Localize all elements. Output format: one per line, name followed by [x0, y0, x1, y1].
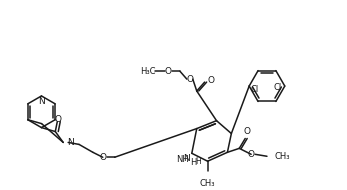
Text: H: H	[195, 157, 201, 166]
Text: O: O	[208, 76, 215, 85]
Text: CH₃: CH₃	[200, 179, 215, 188]
Text: O: O	[99, 153, 106, 162]
Text: O: O	[248, 150, 255, 159]
Text: N: N	[183, 154, 190, 163]
Text: N: N	[67, 138, 74, 147]
Text: O: O	[186, 75, 193, 84]
Text: CH₃: CH₃	[275, 152, 290, 161]
Text: H: H	[191, 158, 197, 167]
Text: Cl: Cl	[274, 83, 282, 92]
Text: O: O	[244, 127, 251, 136]
Text: NH: NH	[176, 155, 189, 164]
Text: Cl: Cl	[251, 85, 259, 93]
Text: H₃C: H₃C	[140, 67, 155, 76]
Text: O: O	[55, 115, 62, 124]
Text: O: O	[164, 67, 171, 76]
Text: N: N	[38, 97, 45, 106]
